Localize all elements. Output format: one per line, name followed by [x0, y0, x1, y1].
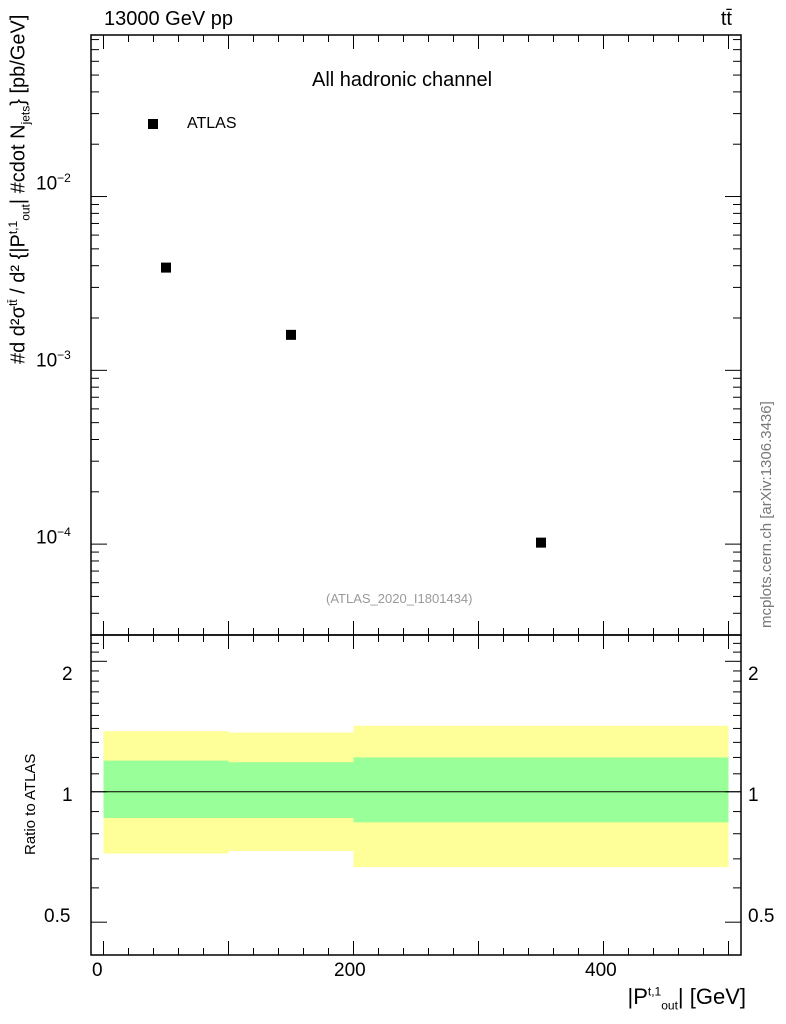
main-y-axis-label: #d d²σtt̄ / d² {|Pt,1out| #cdot Njets} [… — [6, 14, 33, 364]
data-point — [286, 329, 296, 340]
energy-label: 13000 GeV pp — [104, 8, 233, 30]
ratio-y-tick-label-left: 1 — [62, 785, 73, 806]
channel-label: All hadronic channel — [312, 69, 493, 91]
data-point — [536, 537, 546, 548]
legend-marker-atlas — [148, 119, 158, 129]
main-y-tick-label: 10−4 — [36, 525, 71, 549]
legend-marker-square — [148, 119, 158, 129]
ratio-y-tick-label-right: 2 — [748, 664, 759, 685]
legend-label-atlas: ATLAS — [187, 115, 237, 132]
ratio-bands — [91, 725, 741, 868]
x-tick-label: 400 — [585, 960, 617, 981]
ratio-band-green — [353, 757, 729, 823]
analysis-id: (ATLAS_2020_I1801434) — [326, 591, 473, 606]
ratio-y-tick-label-right: 0.5 — [748, 906, 775, 927]
ratio-y-tick-label-right: 1 — [748, 785, 759, 806]
main-y-tick-label: 10−3 — [36, 348, 71, 372]
data-markers — [161, 262, 546, 548]
process-label: tt̄ — [720, 8, 732, 30]
ratio-y-tick-label-left: 0.5 — [44, 906, 71, 927]
source-note: mcplots.cern.ch [arXiv:1306.3436] — [758, 401, 775, 628]
x-tick-label: 200 — [334, 960, 366, 981]
ratio-y-axis-label: Ratio to ATLAS — [22, 753, 39, 855]
x-tick-label: 0 — [92, 960, 103, 981]
main-y-tick-label: 10−2 — [36, 171, 71, 195]
ratio-band-green — [103, 760, 229, 818]
ratio-frame-border — [90, 634, 742, 956]
data-point — [161, 262, 171, 273]
ratio-panel-frame — [90, 634, 742, 956]
x-axis-label: |Pt,1out| [GeV] — [627, 984, 747, 1013]
ratio-band-green — [228, 762, 354, 818]
ratio-y-tick-label-left: 2 — [62, 664, 73, 685]
